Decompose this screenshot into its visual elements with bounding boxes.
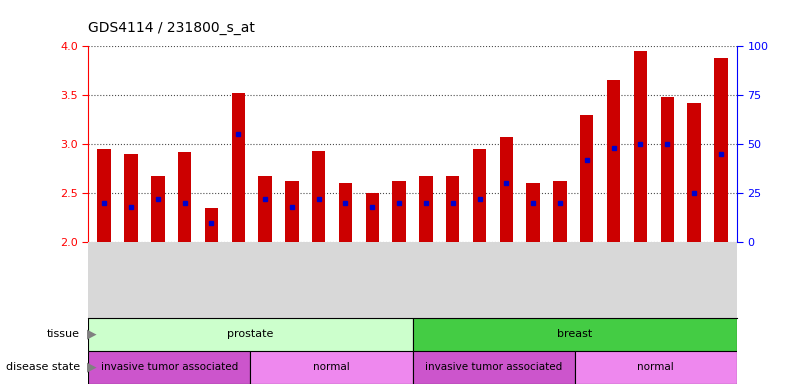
Bar [250, 351, 413, 384]
Bar [124, 154, 138, 242]
Text: GDS4114 / 231800_s_at: GDS4114 / 231800_s_at [88, 21, 255, 35]
Bar [285, 181, 299, 242]
Text: invasive tumor associated: invasive tumor associated [101, 362, 238, 372]
Bar [634, 51, 647, 242]
Bar [88, 351, 250, 384]
Text: tissue: tissue [47, 329, 80, 339]
Bar [365, 193, 379, 242]
Bar [607, 80, 620, 242]
Bar [553, 181, 566, 242]
Bar [473, 149, 486, 242]
Bar [259, 175, 272, 242]
Bar [392, 181, 406, 242]
Bar [88, 318, 413, 351]
Text: disease state: disease state [6, 362, 80, 372]
Bar [714, 58, 727, 242]
Bar [151, 177, 164, 242]
Bar [312, 151, 325, 242]
Bar [500, 137, 513, 242]
Text: normal: normal [313, 362, 350, 372]
Bar [98, 149, 111, 242]
Bar [178, 152, 191, 242]
Bar [687, 103, 701, 242]
Bar [419, 177, 433, 242]
Text: invasive tumor associated: invasive tumor associated [425, 362, 562, 372]
Bar [446, 177, 460, 242]
Bar [580, 115, 594, 242]
Bar [339, 184, 352, 242]
Text: ▶: ▶ [87, 361, 96, 374]
Bar [205, 208, 218, 242]
Bar [575, 351, 737, 384]
Text: breast: breast [557, 329, 593, 339]
Bar [413, 318, 737, 351]
Bar [526, 184, 540, 242]
Bar [413, 351, 575, 384]
Text: normal: normal [638, 362, 674, 372]
Bar [231, 93, 245, 242]
Text: prostate: prostate [227, 329, 273, 339]
Text: ▶: ▶ [87, 328, 96, 341]
Bar [661, 97, 674, 242]
